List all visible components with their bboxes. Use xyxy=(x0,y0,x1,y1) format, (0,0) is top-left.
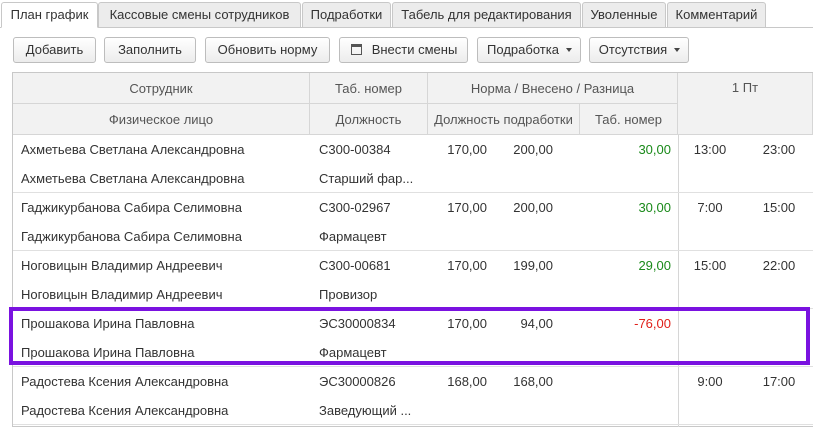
cell[interactable]: 30,00 xyxy=(638,142,671,157)
cell[interactable]: С300-00681 xyxy=(319,258,391,273)
cell[interactable]: 170,00 xyxy=(447,142,487,157)
column-header: Сотрудник xyxy=(13,73,310,104)
cell[interactable]: Радостева Ксения Александровна xyxy=(21,374,229,389)
cell[interactable]: 7:00 xyxy=(697,200,723,215)
cell[interactable]: Ахметьева Светлана Александровна xyxy=(21,142,245,157)
cell[interactable]: 170,00 xyxy=(447,200,487,215)
cell[interactable]: Фармацевт xyxy=(319,345,387,360)
tab[interactable]: Комментарий xyxy=(667,2,766,28)
cell[interactable]: 15:00 xyxy=(762,200,796,215)
cell[interactable]: С300-02967 xyxy=(319,200,391,215)
cell[interactable]: 168,00 xyxy=(513,374,553,389)
cell[interactable]: Прошакова Ирина Павловна xyxy=(21,316,195,331)
cell[interactable]: 15:00 xyxy=(693,258,727,273)
button[interactable]: Заполнить xyxy=(104,37,196,63)
cell[interactable]: 199,00 xyxy=(513,258,553,273)
cell[interactable]: 200,00 xyxy=(513,200,553,215)
column-divider xyxy=(678,135,679,427)
cell[interactable]: -76,00 xyxy=(634,316,671,331)
cell[interactable]: Фармацевт xyxy=(319,229,387,244)
cell[interactable]: 17:00 xyxy=(762,374,796,389)
tab[interactable]: План график xyxy=(1,2,98,28)
cell[interactable]: Радостева Ксения Александровна xyxy=(21,403,229,418)
column-header: Таб. номер xyxy=(580,104,678,135)
cell[interactable]: Ахметьева Светлана Александровна xyxy=(21,171,245,186)
button[interactable]: Добавить xyxy=(13,37,96,63)
column-header: Таб. номер xyxy=(310,73,428,104)
column-header: 1 Пт xyxy=(678,73,813,135)
cell[interactable]: 9:00 xyxy=(697,374,723,389)
row-divider xyxy=(13,366,813,367)
cell[interactable]: ЭС30000834 xyxy=(319,316,396,331)
tab[interactable]: Уволенные xyxy=(582,2,666,28)
cell[interactable]: Ноговицын Владимир Андреевич xyxy=(21,258,223,273)
tab[interactable]: Кассовые смены сотрудников xyxy=(98,2,301,28)
column-header: Норма / Внесено / Разница xyxy=(428,73,678,104)
cell[interactable]: 23:00 xyxy=(762,142,796,157)
cell[interactable]: 170,00 xyxy=(447,316,487,331)
column-header: Физическое лицо xyxy=(13,104,310,135)
cell[interactable]: 94,00 xyxy=(520,316,553,331)
highlight-frame xyxy=(9,307,810,365)
dropdown-arrow xyxy=(566,48,572,52)
cell[interactable]: Старший фар... xyxy=(319,171,414,186)
row-divider xyxy=(13,250,813,251)
cell[interactable]: 30,00 xyxy=(638,200,671,215)
tab[interactable]: Подработки xyxy=(302,2,391,28)
button[interactable]: Обновить норму xyxy=(205,37,330,63)
row-divider xyxy=(13,424,813,425)
cell[interactable]: Гаджикурбанова Сабира Селимовна xyxy=(21,200,242,215)
cell[interactable]: С300-00384 xyxy=(319,142,391,157)
cell[interactable]: 170,00 xyxy=(447,258,487,273)
cell[interactable]: 22:00 xyxy=(762,258,796,273)
button[interactable]: Отсутствия xyxy=(589,37,689,63)
column-header: Должность xyxy=(310,104,428,135)
cell[interactable]: Провизор xyxy=(319,287,378,302)
cell[interactable]: Ноговицын Владимир Андреевич xyxy=(21,287,223,302)
button[interactable]: Подработка xyxy=(477,37,581,63)
cell[interactable]: 29,00 xyxy=(638,258,671,273)
cell[interactable]: 168,00 xyxy=(447,374,487,389)
cell[interactable]: 13:00 xyxy=(693,142,727,157)
row-divider xyxy=(13,192,813,193)
cell[interactable]: Гаджикурбанова Сабира Селимовна xyxy=(21,229,242,244)
dropdown-arrow xyxy=(674,48,680,52)
cell[interactable]: 200,00 xyxy=(513,142,553,157)
column-header: Должность подработки xyxy=(428,104,580,135)
calendar-icon xyxy=(351,44,362,55)
tab[interactable]: Табель для редактирования xyxy=(392,2,581,28)
cell[interactable]: Заведующий ... xyxy=(319,403,412,418)
cell[interactable]: ЭС30000826 xyxy=(319,374,396,389)
cell[interactable]: Прошакова Ирина Павловна xyxy=(21,345,195,360)
button[interactable]: Внести смены xyxy=(339,37,468,63)
